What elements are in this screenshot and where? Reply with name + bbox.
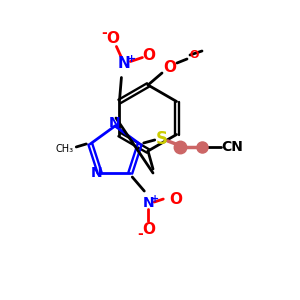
Text: S: S [156, 130, 168, 148]
Text: O: O [169, 191, 182, 206]
Text: CN: CN [221, 140, 243, 154]
Text: O: O [106, 31, 119, 46]
Text: -: - [101, 26, 107, 40]
Text: +: + [151, 194, 159, 204]
Text: CH₃: CH₃ [55, 144, 73, 154]
Text: O: O [142, 221, 155, 236]
Text: O: O [164, 59, 176, 74]
Text: N: N [142, 196, 154, 210]
Text: N: N [109, 116, 121, 130]
Text: -: - [137, 227, 143, 241]
Text: N: N [118, 56, 131, 71]
Text: +: + [127, 53, 136, 64]
Text: O: O [189, 50, 199, 60]
Text: O: O [142, 48, 155, 63]
Text: N: N [91, 166, 103, 180]
